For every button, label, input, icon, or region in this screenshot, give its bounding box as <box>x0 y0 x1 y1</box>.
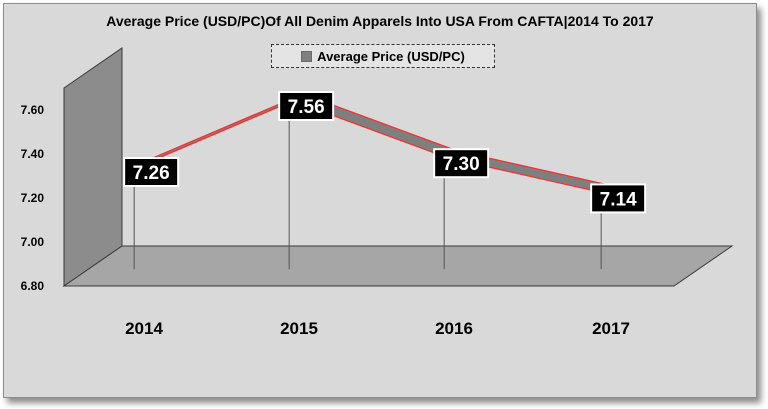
legend: Average Price (USD/PC) <box>271 44 495 68</box>
legend-swatch <box>301 50 313 62</box>
chart-wall <box>63 47 123 287</box>
data-label-box <box>123 157 180 187</box>
legend-label: Average Price (USD/PC) <box>317 48 465 64</box>
data-label-box <box>590 183 647 214</box>
data-label: 7.14 <box>600 189 637 210</box>
x-tick-label: 2016 <box>435 319 473 338</box>
y-tick-label: 7.40 <box>21 147 45 161</box>
y-tick-label: 7.20 <box>21 191 45 205</box>
data-label-box <box>433 148 490 179</box>
y-tick-label: 6.80 <box>21 279 45 293</box>
data-label-box <box>278 91 335 121</box>
x-tick-label: 2014 <box>125 319 163 338</box>
x-tick-label: 2017 <box>592 319 630 338</box>
y-tick-label: 7.00 <box>21 235 45 249</box>
chart-title: Average Price (USD/PC)Of All Denim Appar… <box>106 13 654 29</box>
x-tick-label: 2015 <box>280 319 318 338</box>
data-label: 7.26 <box>133 163 170 184</box>
chart-frame: Average Price (USD/PC)Of All Denim Appar… <box>3 3 757 398</box>
data-label: 7.56 <box>288 97 325 118</box>
y-tick-label: 7.60 <box>21 103 45 117</box>
data-label: 7.30 <box>443 154 480 175</box>
plot-area: 6.80 7.00 7.20 7.40 7.60 7.26 7.56 7.30 7.14 2014… <box>21 47 734 338</box>
chart-floor <box>62 245 734 287</box>
